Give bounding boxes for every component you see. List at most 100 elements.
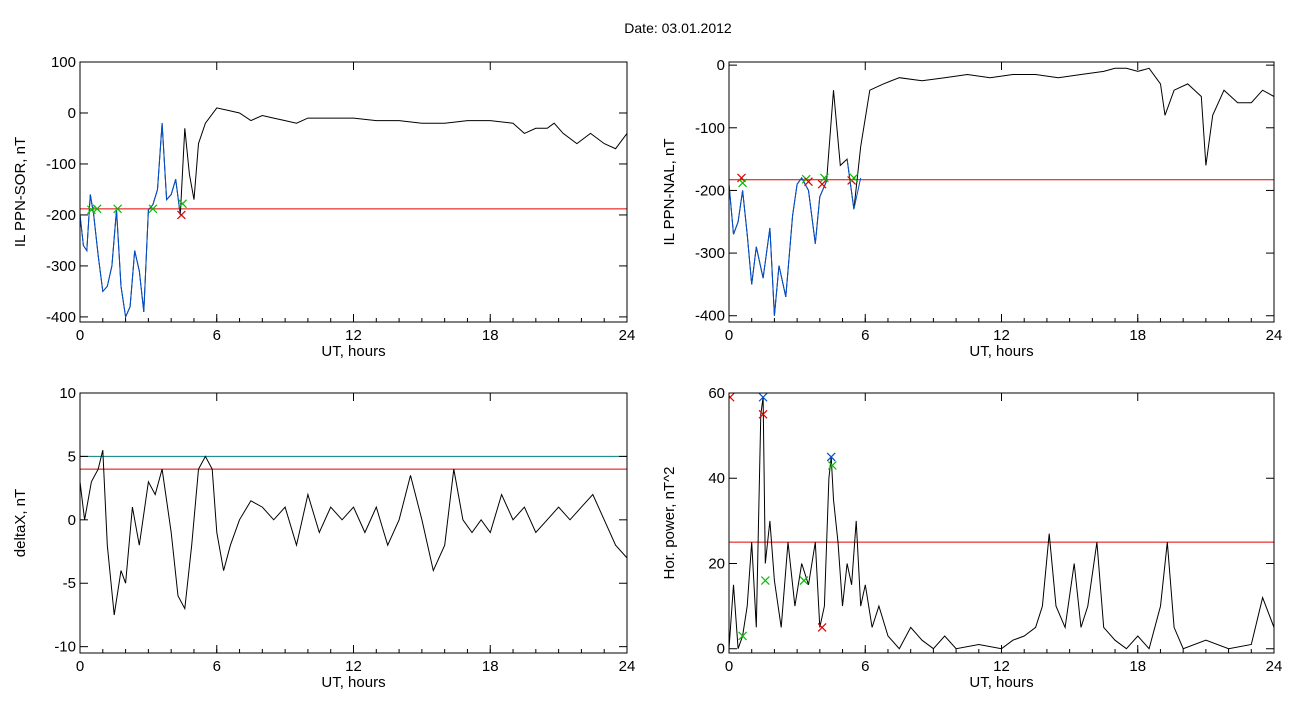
x-tick-label-deltax-0: 0 [76, 658, 84, 675]
plot-frame-sor [79, 61, 628, 323]
marker-power-6 [817, 623, 827, 632]
y-axis-label-power: Hor. power, nT^2 [661, 467, 678, 580]
plot-frame-nal [728, 61, 1275, 323]
x-tick-label-nal-4: 24 [1266, 327, 1283, 344]
x-tick-label-deltax-1: 6 [213, 658, 221, 675]
marker-stroke-b-nal-5 [819, 173, 829, 183]
y-axis-label-deltax: deltaX, nT [12, 489, 29, 557]
marker-stroke-b-power-5 [799, 576, 809, 585]
marker-nal-1 [738, 178, 748, 188]
series-line-sor-1 [80, 123, 181, 319]
x-tick-label-sor-2: 12 [345, 327, 362, 344]
x-tick-label-nal-2: 12 [993, 327, 1010, 344]
plot-area-sor [80, 107, 627, 319]
y-axis-label-sor: IL PPN-SOR, nT [12, 137, 29, 247]
marker-nal-4 [817, 179, 827, 189]
marker-stroke-b-nal-4 [817, 179, 827, 189]
panel-deltax: 0 6 12 18 24 -10 -5 0 5 10 UT, hours deltaX, nT [12, 385, 635, 691]
series-line-nal-0 [729, 67, 1274, 316]
marker-stroke-b-nal-3 [804, 177, 813, 187]
y-tick-label-nal-3: -100 [695, 120, 725, 137]
x-tick-label-power-2: 12 [993, 658, 1010, 675]
series-line-deltax-0 [80, 449, 627, 616]
x-axis-label-sor: UT, hours [321, 343, 385, 360]
y-tick-label-deltax-3: 5 [68, 448, 76, 465]
marker-sor-4 [176, 210, 186, 220]
marker-stroke-b-sor-2 [113, 204, 123, 214]
y-tick-label-nal-2: -200 [695, 182, 725, 199]
marker-stroke-b-nal-1 [738, 178, 748, 188]
marker-stroke-b-sor-3 [148, 204, 158, 214]
y-tick-label-power-0: 0 [717, 641, 725, 658]
figure-title: Date: 03.01.2012 [624, 20, 732, 36]
marker-power-0 [729, 393, 735, 402]
y-tick-label-deltax-1: -5 [63, 575, 76, 592]
x-tick-label-deltax-4: 24 [619, 658, 636, 675]
y-tick-label-deltax-0: -10 [54, 639, 76, 656]
x-axis-label-deltax: UT, hours [321, 674, 385, 691]
marker-power-4 [760, 576, 770, 585]
marker-nal-7 [849, 173, 859, 183]
marker-power-8 [827, 461, 837, 470]
x-tick-label-deltax-2: 12 [345, 658, 362, 675]
panel-nal: 0 6 12 18 24 -400 -300 -200 -100 0 UT, hours IL PPN… [661, 57, 1282, 360]
x-tick-label-nal-1: 6 [861, 327, 869, 344]
marker-sor-5 [178, 199, 187, 209]
y-tick-label-power-3: 60 [708, 385, 725, 402]
plot-area-power [729, 393, 1274, 650]
y-tick-label-sor-1: -300 [46, 258, 76, 275]
y-tick-label-deltax-2: 0 [68, 512, 76, 529]
series-line-power-0 [729, 397, 1274, 650]
x-tick-label-sor-1: 6 [213, 327, 221, 344]
marker-stroke-b-power-0 [729, 393, 735, 400]
x-tick-label-sor-4: 24 [619, 327, 636, 344]
y-tick-label-nal-0: -400 [695, 308, 725, 325]
marker-sor-2 [113, 204, 123, 214]
marker-stroke-b-nal-7 [849, 173, 859, 183]
x-tick-label-sor-0: 0 [76, 327, 84, 344]
y-tick-label-nal-4: 0 [717, 57, 725, 74]
plot-frame-power [728, 392, 1275, 654]
marker-power-2 [758, 393, 768, 402]
marker-stroke-b-nal-0 [737, 173, 746, 183]
y-tick-label-deltax-4: 10 [59, 385, 76, 402]
marker-nal-3 [804, 177, 813, 187]
x-tick-label-nal-3: 18 [1129, 327, 1146, 344]
x-tick-label-deltax-3: 18 [482, 658, 499, 675]
x-axis-label-nal: UT, hours [969, 343, 1033, 360]
series-line-nal-2 [846, 159, 862, 210]
x-tick-label-power-1: 6 [861, 658, 869, 675]
x-tick-label-power-4: 24 [1266, 658, 1283, 675]
marker-stroke-b-sor-4 [176, 210, 186, 220]
x-tick-label-sor-3: 18 [482, 327, 499, 344]
marker-stroke-b-sor-5 [178, 199, 187, 209]
marker-stroke-b-power-6 [817, 623, 827, 632]
x-tick-label-nal-0: 0 [725, 327, 733, 344]
marker-stroke-b-power-7 [826, 452, 836, 462]
marker-sor-3 [148, 204, 158, 214]
marker-nal-5 [819, 173, 829, 183]
y-tick-label-nal-1: -300 [695, 245, 725, 262]
marker-stroke-b-power-1 [738, 631, 748, 641]
y-tick-label-sor-4: 0 [68, 105, 76, 122]
marker-power-3 [758, 409, 768, 419]
y-tick-label-sor-2: -200 [46, 207, 76, 224]
y-tick-label-sor-5: 100 [51, 54, 76, 71]
x-tick-label-power-3: 18 [1129, 658, 1146, 675]
marker-power-7 [826, 452, 836, 462]
marker-stroke-b-power-3 [758, 409, 768, 419]
marker-sor-1 [92, 204, 102, 214]
plot-area-nal [729, 67, 1274, 316]
panel-sor: 0 6 12 18 24 -400 -300 -200 -100 0 100 UT, hours IL … [12, 54, 635, 360]
y-tick-label-sor-0: -400 [46, 309, 76, 326]
marker-stroke-b-sor-0 [86, 205, 96, 215]
y-tick-label-sor-3: -100 [46, 156, 76, 173]
y-tick-label-power-1: 20 [708, 555, 725, 572]
x-tick-label-power-0: 0 [725, 658, 733, 675]
panel-power: 0 6 12 18 24 0 20 40 60 UT, hours Hor. power, nT^2 [661, 385, 1282, 691]
series-line-nal-1 [729, 176, 828, 316]
marker-stroke-b-power-4 [760, 576, 770, 585]
x-axis-label-power: UT, hours [969, 674, 1033, 691]
